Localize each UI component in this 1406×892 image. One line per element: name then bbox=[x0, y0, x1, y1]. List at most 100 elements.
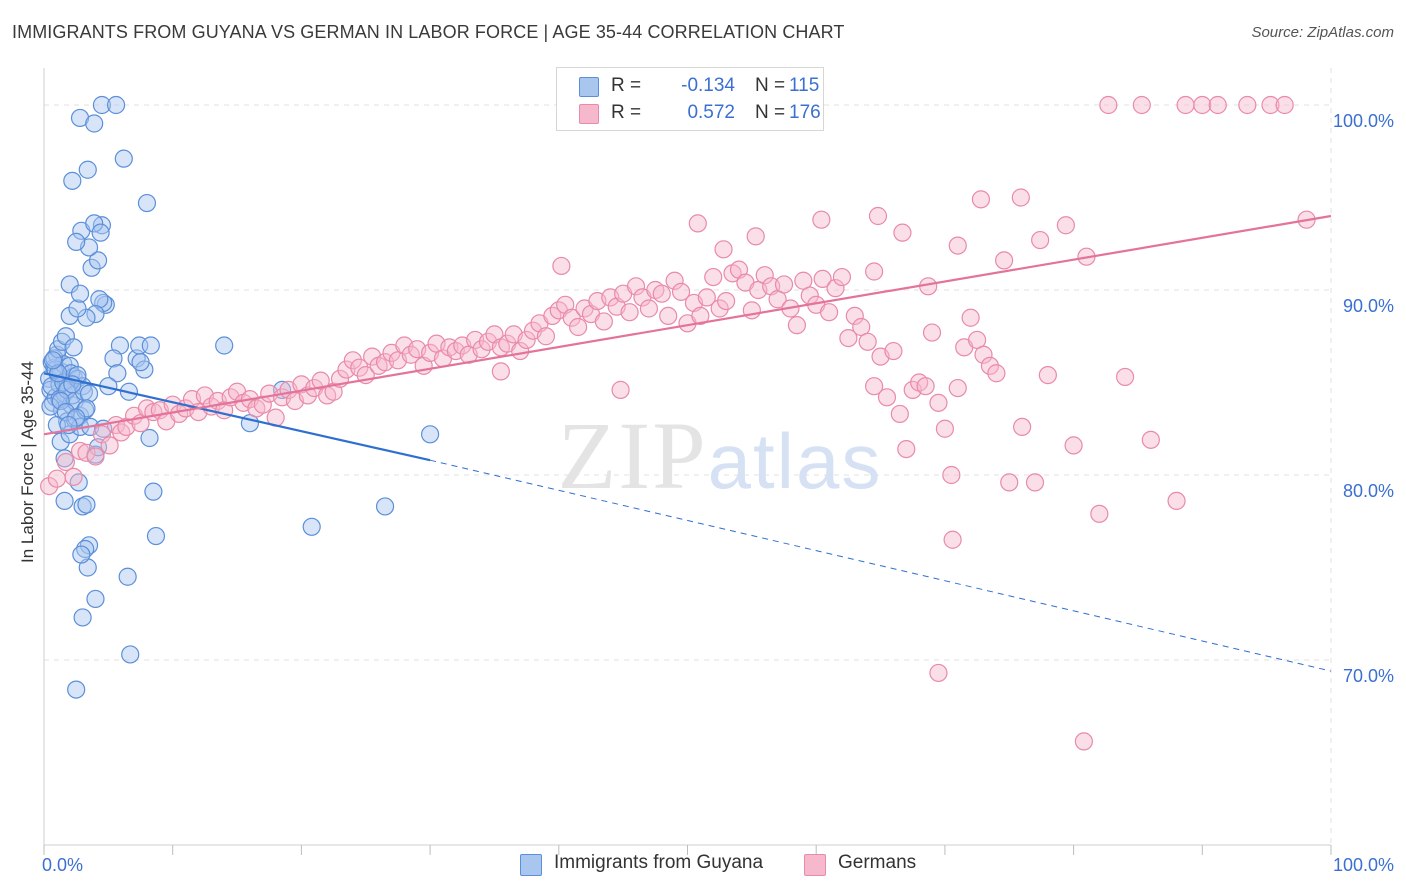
y-tick-labels: 70.0% 80.0% 90.0% 100.0% bbox=[1333, 111, 1394, 686]
germans-point bbox=[1074, 732, 1093, 751]
germans-point bbox=[774, 275, 794, 294]
guyana-point bbox=[64, 338, 83, 357]
germans-point bbox=[1238, 95, 1257, 115]
germans-point bbox=[1176, 95, 1195, 115]
trend-line-guyana bbox=[43, 372, 431, 462]
chart-title: IMMIGRANTS FROM GUYANA VS GERMAN IN LABO… bbox=[12, 22, 845, 42]
legend-swatch-germans bbox=[804, 854, 826, 876]
guyana-point bbox=[69, 473, 88, 492]
guyana-point bbox=[77, 495, 96, 514]
germans-point bbox=[929, 663, 948, 683]
germans-point bbox=[877, 388, 897, 407]
germans-point bbox=[704, 267, 723, 287]
germans-point bbox=[1275, 95, 1294, 115]
guyana-point bbox=[421, 425, 440, 444]
guyana-point bbox=[51, 391, 70, 411]
guyana-point bbox=[121, 645, 140, 664]
germans-point bbox=[626, 277, 646, 296]
guyana-point bbox=[82, 258, 101, 277]
germans-point bbox=[1011, 188, 1030, 207]
germans-point bbox=[350, 358, 369, 377]
germans-point bbox=[710, 299, 729, 318]
legend-swatch-germans bbox=[579, 104, 599, 124]
guyana-point bbox=[92, 95, 112, 115]
germans-point bbox=[845, 306, 864, 325]
germans-point bbox=[1099, 95, 1118, 115]
stats-legend: R = -0.134 N = 115 R = 0.572 N = 176 bbox=[556, 67, 824, 131]
germans-point bbox=[86, 447, 105, 466]
guyana-point bbox=[118, 567, 137, 586]
germans-point bbox=[691, 306, 710, 325]
legend-swatch-guyana bbox=[520, 854, 542, 876]
germans-point bbox=[77, 443, 96, 462]
series-guyana-points bbox=[40, 95, 440, 699]
y-tick-label: 80.0% bbox=[1343, 481, 1394, 501]
germans-point bbox=[569, 317, 588, 337]
germans-point bbox=[980, 356, 1000, 375]
guyana-point bbox=[67, 680, 86, 699]
germans-point bbox=[1013, 417, 1032, 436]
guyana-point bbox=[141, 336, 160, 355]
germans-point bbox=[995, 251, 1014, 270]
guyana-point bbox=[302, 517, 321, 536]
trend-line-germans bbox=[43, 214, 1332, 436]
germans-point bbox=[942, 465, 961, 485]
guyana-point bbox=[85, 114, 104, 133]
guyana-point bbox=[77, 399, 96, 418]
germans-point bbox=[1132, 95, 1151, 115]
germans-point bbox=[1038, 366, 1057, 385]
trend-line-guyana-extension bbox=[429, 459, 1332, 672]
germans-point bbox=[1261, 95, 1280, 115]
germans-point bbox=[897, 440, 916, 459]
germans-point bbox=[472, 340, 491, 359]
germans-point bbox=[100, 436, 119, 455]
germans-point bbox=[987, 364, 1006, 383]
germans-point bbox=[343, 351, 362, 370]
y-axis-title: In Labor Force | Age 35-44 bbox=[18, 361, 37, 563]
legend-swatch-guyana bbox=[579, 77, 599, 97]
germans-point bbox=[594, 312, 613, 331]
germans-point bbox=[620, 303, 639, 322]
germans-point bbox=[868, 206, 888, 226]
guyana-point bbox=[60, 275, 79, 294]
germans-point bbox=[922, 323, 942, 342]
guyana-point bbox=[73, 608, 92, 627]
guyana-point bbox=[137, 193, 157, 213]
germans-point bbox=[948, 236, 967, 255]
guyana-point bbox=[67, 232, 86, 251]
guyana-point bbox=[140, 428, 159, 448]
guyana-point bbox=[375, 497, 395, 516]
germans-point bbox=[1000, 473, 1019, 492]
germans-point bbox=[1025, 473, 1045, 492]
grid-lines bbox=[44, 68, 1332, 845]
germans-point bbox=[717, 292, 736, 311]
germans-point bbox=[819, 303, 839, 322]
legend-n-label: N = bbox=[755, 75, 786, 96]
germans-point bbox=[665, 271, 684, 290]
guyana-point bbox=[106, 95, 126, 115]
germans-point bbox=[755, 266, 774, 285]
germans-point bbox=[943, 530, 962, 549]
germans-point bbox=[1167, 491, 1186, 510]
germans-point bbox=[688, 214, 707, 233]
germans-point bbox=[826, 279, 845, 298]
legend-n-value: 176 bbox=[789, 102, 821, 123]
germans-point bbox=[714, 240, 733, 259]
guyana-point bbox=[86, 589, 105, 609]
guyana-point bbox=[215, 336, 234, 355]
germans-point bbox=[974, 345, 993, 364]
trend-lines bbox=[43, 214, 1332, 672]
germans-point bbox=[1115, 367, 1135, 387]
germans-point bbox=[697, 288, 716, 307]
germans-point bbox=[47, 469, 66, 488]
x-tick-label: 100.0% bbox=[1333, 855, 1394, 875]
germans-point bbox=[1031, 230, 1050, 250]
germans-point bbox=[890, 404, 909, 424]
germans-point bbox=[832, 267, 852, 287]
guyana-point bbox=[67, 408, 86, 427]
y-tick-label: 100.0% bbox=[1333, 111, 1394, 131]
germans-point bbox=[517, 330, 536, 350]
guyana-point bbox=[78, 160, 97, 179]
germans-point bbox=[536, 327, 556, 346]
